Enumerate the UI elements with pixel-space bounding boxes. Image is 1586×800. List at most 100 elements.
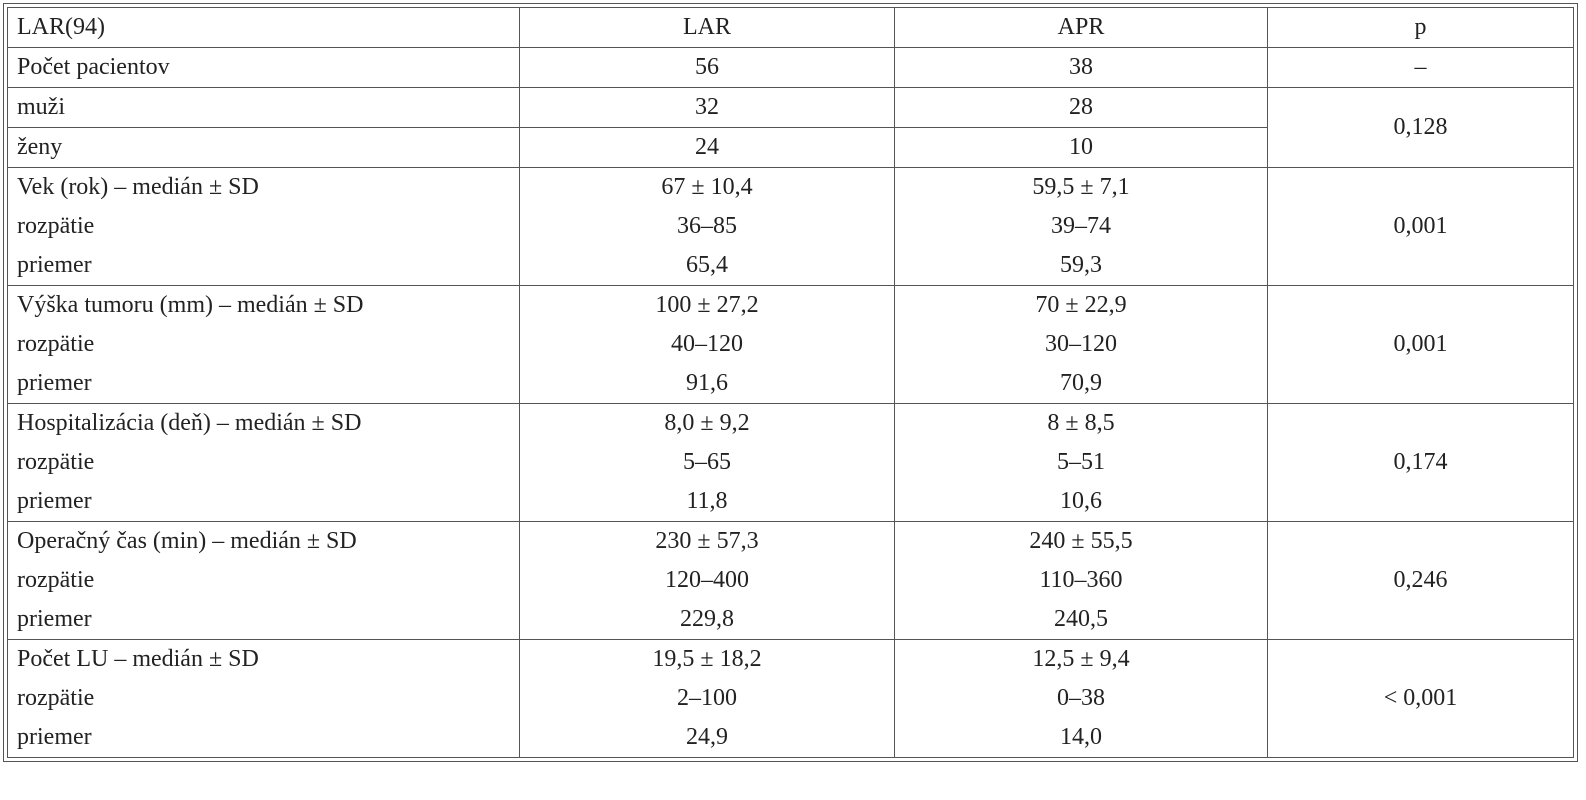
cell-text: priemer: [17, 252, 92, 278]
cell-text: 14,0: [1060, 724, 1102, 750]
table-cell: Počet pacientov: [7, 47, 520, 88]
table-frame: LAR(94) LAR APR p Počet pacientov 56 38 – muži 32…: [3, 3, 1578, 762]
table-cell: 100 ± 27,2 40–120 91,6: [519, 285, 895, 404]
cell-text: 230 ± 57,3: [655, 528, 759, 554]
table-row: Operačný čas (min) – medián ± SD rozpätie…: [7, 521, 1574, 640]
cell-text: 2–100: [677, 685, 737, 711]
table-row: muži 32 28 0,128: [7, 87, 1574, 168]
table-cell: 8,0 ± 9,2 5–65 11,8: [519, 403, 895, 522]
cell-text: 38: [1069, 54, 1093, 80]
cell-text: 24,9: [686, 724, 728, 750]
cell-text: 10,6: [1060, 488, 1102, 514]
cell-text: 0,128: [1393, 114, 1448, 140]
cell-text: rozpätie: [17, 685, 95, 711]
table-cell: 67 ± 10,4 36–85 65,4: [519, 167, 895, 286]
cell-text: Počet LU – medián ± SD: [17, 646, 259, 672]
cell-text: 36–85: [677, 213, 737, 239]
table-body: LAR(94) LAR APR p Počet pacientov 56 38 – muži 32…: [7, 7, 1574, 758]
header-row: LAR(94) LAR APR p: [7, 7, 1574, 48]
table-cell: Operačný čas (min) – medián ± SD rozpätie…: [7, 521, 520, 640]
table-cell: Vek (rok) – medián ± SD rozpätie priemer: [7, 167, 520, 286]
p-value-cell: 0,174: [1267, 403, 1574, 522]
cell-text: Hospitalizácia (deň) – medián ± SD: [17, 410, 362, 436]
p-value-cell: –: [1267, 47, 1574, 88]
cell-text: priemer: [17, 488, 92, 514]
cell-text: 19,5 ± 18,2: [652, 646, 762, 672]
table-cell: 59,5 ± 7,1 39–74 59,3: [894, 167, 1268, 286]
cell-text: 5–65: [683, 449, 731, 475]
cell-text: Operačný čas (min) – medián ± SD: [17, 528, 357, 554]
table-cell: Výška tumoru (mm) – medián ± SD rozpätie p…: [7, 285, 520, 404]
cell-text: < 0,001: [1383, 685, 1458, 711]
cell-text: Počet pacientov: [17, 54, 170, 80]
table-row: Počet pacientov 56 38 –: [7, 47, 1574, 88]
cell-text: p: [1414, 14, 1427, 40]
cell-text: priemer: [17, 606, 92, 632]
table-cell: Hospitalizácia (deň) – medián ± SD rozpät…: [7, 403, 520, 522]
cell-text: 10: [1069, 134, 1093, 160]
header-cell: LAR: [519, 7, 895, 48]
cell-text: muži: [17, 94, 65, 120]
p-value-cell: < 0,001: [1267, 639, 1574, 758]
table-row: Počet LU – medián ± SD rozpätie priemer 19,…: [7, 639, 1574, 758]
table-cell: 19,5 ± 18,2 2–100 24,9: [519, 639, 895, 758]
table-cell: 28: [894, 87, 1268, 128]
cell-text: priemer: [17, 724, 92, 750]
cell-text: 0,001: [1393, 331, 1448, 357]
cell-text: 11,8: [686, 488, 728, 514]
cell-text: rozpätie: [17, 213, 95, 239]
table-cell: 38: [894, 47, 1268, 88]
cell-text: Výška tumoru (mm) – medián ± SD: [17, 292, 364, 318]
cell-text: 0–38: [1057, 685, 1105, 711]
cell-text: rozpätie: [17, 567, 95, 593]
cell-text: 91,6: [686, 370, 728, 396]
p-value-cell: 0,001: [1267, 167, 1574, 286]
cell-text: 28: [1069, 94, 1093, 120]
cell-text: –: [1414, 54, 1427, 80]
table-cell: Počet LU – medián ± SD rozpätie priemer: [7, 639, 520, 758]
cell-text: 12,5 ± 9,4: [1032, 646, 1130, 672]
cell-text: 5–51: [1057, 449, 1105, 475]
table-cell: 230 ± 57,3 120–400 229,8: [519, 521, 895, 640]
cell-text: 56: [695, 54, 719, 80]
table-cell: 10: [894, 127, 1268, 168]
cell-text: 110–360: [1039, 567, 1123, 593]
cell-text: LAR(94): [17, 14, 105, 40]
cell-text: priemer: [17, 370, 92, 396]
table-cell: 70 ± 22,9 30–120 70,9: [894, 285, 1268, 404]
table-cell: 8 ± 8,5 5–51 10,6: [894, 403, 1268, 522]
table-cell: 56: [519, 47, 895, 88]
p-value-cell: 0,246: [1267, 521, 1574, 640]
header-cell: LAR(94): [7, 7, 520, 48]
cell-text: 240 ± 55,5: [1029, 528, 1133, 554]
cell-text: 0,246: [1393, 567, 1448, 593]
table-row: ženy 24 10: [7, 127, 1574, 168]
cell-text: APR: [1057, 14, 1105, 40]
cell-text: 70 ± 22,9: [1035, 292, 1127, 318]
cell-text: 0,001: [1393, 213, 1448, 239]
cell-text: 24: [695, 134, 719, 160]
table-cell: 240 ± 55,5 110–360 240,5: [894, 521, 1268, 640]
cell-text: 59,5 ± 7,1: [1032, 174, 1130, 200]
cell-text: 59,3: [1060, 252, 1102, 278]
header-cell: APR: [894, 7, 1268, 48]
cell-text: 65,4: [686, 252, 728, 278]
cell-text: rozpätie: [17, 331, 95, 357]
header-cell: p: [1267, 7, 1574, 48]
cell-text: rozpätie: [17, 449, 95, 475]
table-cell: ženy: [7, 127, 520, 168]
table-cell: 32: [519, 87, 895, 128]
cell-text: ženy: [17, 134, 63, 160]
table-cell: 12,5 ± 9,4 0–38 14,0: [894, 639, 1268, 758]
p-value-cell: 0,128: [1267, 87, 1574, 168]
table-row: Výška tumoru (mm) – medián ± SD rozpätie p…: [7, 285, 1574, 404]
table-row: Vek (rok) – medián ± SD rozpätie priemer 67…: [7, 167, 1574, 286]
cell-text: 120–400: [665, 567, 749, 593]
p-value-cell: 0,001: [1267, 285, 1574, 404]
cell-text: 30–120: [1045, 331, 1117, 357]
cell-text: 8,0 ± 9,2: [664, 410, 750, 436]
table-cell: 24: [519, 127, 895, 168]
cell-text: 8 ± 8,5: [1047, 410, 1115, 436]
cell-text: 70,9: [1060, 370, 1102, 396]
cell-text: 229,8: [680, 606, 734, 632]
